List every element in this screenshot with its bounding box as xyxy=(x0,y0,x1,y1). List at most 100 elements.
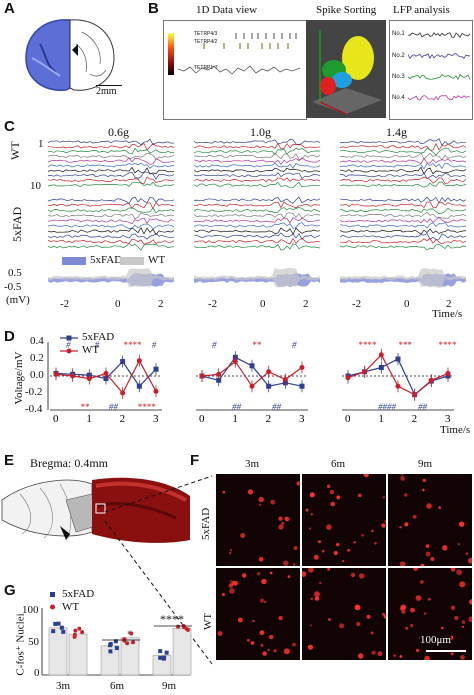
cfos-nucleus xyxy=(229,588,235,594)
g-dot-5xfad xyxy=(158,655,163,660)
d-point-wt xyxy=(136,358,142,364)
d-sig-annotation: # xyxy=(152,340,157,350)
raster-trace xyxy=(339,142,467,151)
cfos-nucleus xyxy=(278,615,283,621)
d-sig-annotation: #### xyxy=(378,402,397,412)
raster-trace xyxy=(47,142,175,151)
d-point-wt xyxy=(70,373,76,379)
d-point-wt xyxy=(199,373,205,379)
cfos-nucleus xyxy=(269,571,273,575)
cfos-nucleus xyxy=(270,499,276,505)
raster-trace xyxy=(193,237,321,245)
cfos-nucleus xyxy=(450,652,454,656)
cfos-nucleus xyxy=(262,651,267,656)
cfos-nucleus xyxy=(247,638,250,642)
g-legend-wt: WT xyxy=(62,601,80,613)
raster-trace xyxy=(339,222,467,229)
cfos-nucleus xyxy=(308,568,314,573)
cfos-nucleus xyxy=(278,524,284,530)
cfos-nucleus xyxy=(465,552,468,555)
raster-trace xyxy=(339,162,467,170)
raster-trace xyxy=(193,222,321,229)
cfos-nucleus xyxy=(459,521,465,527)
raster-trace xyxy=(339,172,467,180)
cfos-nucleus xyxy=(247,489,254,495)
cfos-nucleus xyxy=(319,581,322,585)
cfos-nucleus xyxy=(283,648,290,655)
raster-trace xyxy=(47,196,175,204)
cfos-nucleus xyxy=(420,563,425,566)
cfos-nucleus xyxy=(361,534,364,537)
c-x-tick: 0 xyxy=(404,298,410,310)
g-bar xyxy=(172,628,192,676)
raster-trace xyxy=(47,207,175,214)
raster-trace xyxy=(339,211,467,219)
data-view-plot xyxy=(168,33,301,75)
d-point-wt xyxy=(53,371,59,377)
raster-trace xyxy=(193,142,321,150)
cfos-nucleus xyxy=(370,631,374,635)
raster-trace xyxy=(339,228,467,235)
raster-trace xyxy=(47,166,175,175)
raster-trace xyxy=(193,196,321,204)
d-x-tick: 3 xyxy=(299,413,305,425)
cfos-nucleus xyxy=(354,604,361,611)
d-point-wt xyxy=(445,370,451,376)
raster-trace xyxy=(339,233,467,240)
scalebar-f xyxy=(426,650,466,652)
panel-a-label: A xyxy=(4,0,15,17)
cfos-nucleus xyxy=(339,623,345,629)
cfos-nucleus xyxy=(260,598,264,603)
g-dot-5xfad xyxy=(164,650,169,655)
cfos-nucleus xyxy=(229,580,232,583)
cfos-nucleus xyxy=(422,478,426,482)
d-x-tick: 1 xyxy=(86,413,92,425)
lfp-traces xyxy=(408,32,471,101)
cfos-nucleus xyxy=(450,568,456,572)
g-dot-5xfad xyxy=(51,629,56,634)
d-point-wt xyxy=(282,376,288,382)
d-sig-annotation: # xyxy=(95,340,100,350)
cfos-nucleus xyxy=(468,616,472,623)
raster-trace xyxy=(193,177,321,183)
cfos-nucleus xyxy=(252,620,255,623)
raster-trace xyxy=(339,196,467,204)
g-dot-5xfad xyxy=(53,621,58,626)
d-x-tick: 3 xyxy=(445,413,451,425)
g-bar xyxy=(152,654,172,676)
raster-trace xyxy=(47,201,175,210)
raster-trace xyxy=(339,138,467,146)
cfos-nucleus xyxy=(422,488,425,492)
micrograph-wt-6m xyxy=(302,568,386,660)
cfos-nucleus xyxy=(256,572,261,576)
cfos-nucleus xyxy=(454,615,459,621)
cfos-nucleus xyxy=(371,529,374,533)
d-point-wt xyxy=(153,388,159,394)
d-point-5xfad xyxy=(249,363,255,369)
legend-swatch-5xfad xyxy=(62,257,86,265)
d-sig-annotation: # xyxy=(212,340,217,350)
cfos-nucleus xyxy=(321,549,325,553)
cfos-nucleus xyxy=(374,541,377,545)
cfos-nucleus xyxy=(350,572,356,578)
cfos-nucleus xyxy=(313,554,319,560)
cfos-nucleus xyxy=(229,551,232,555)
raster-trace xyxy=(47,157,175,165)
raster-trace xyxy=(47,138,175,146)
cfos-nucleus xyxy=(427,597,431,601)
cfos-nucleus xyxy=(393,654,396,657)
b-title-lfp: LFP analysis xyxy=(393,4,450,16)
raster-trace xyxy=(339,152,467,161)
cfos-nucleus xyxy=(450,605,456,611)
c-x-tick: 0 xyxy=(115,298,121,310)
cfos-nucleus xyxy=(328,618,331,621)
cfos-nucleus xyxy=(457,543,460,546)
cfos-nucleus xyxy=(469,599,472,605)
cfos-nucleus xyxy=(413,568,419,571)
spike-cluster-plot xyxy=(312,30,382,115)
brain-atlas-schematic xyxy=(1,477,190,543)
c-y-neg0.5: -0.5 xyxy=(4,281,22,293)
lfp-row-2: No.2 xyxy=(392,53,405,59)
cfos-nucleus xyxy=(377,651,383,657)
